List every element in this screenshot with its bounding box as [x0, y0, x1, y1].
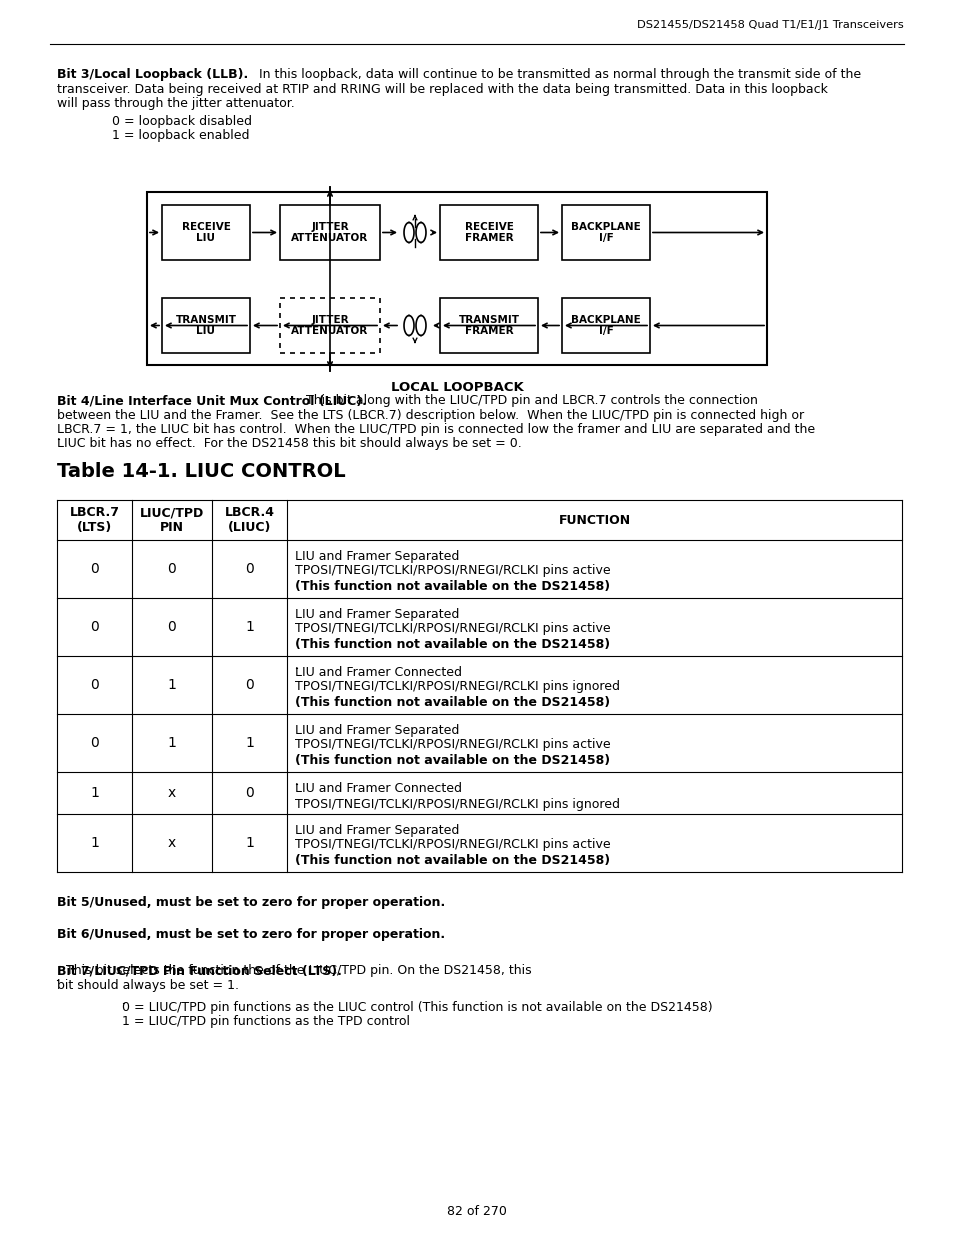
- Text: transceiver. Data being received at RTIP and RRING will be replaced with the dat: transceiver. Data being received at RTIP…: [57, 83, 827, 95]
- Text: (This function not available on the DS21458): (This function not available on the DS21…: [294, 580, 610, 593]
- Text: 82 of 270: 82 of 270: [447, 1205, 506, 1218]
- Text: (This function not available on the DS21458): (This function not available on the DS21…: [294, 755, 610, 767]
- Text: 1 = loopback enabled: 1 = loopback enabled: [112, 128, 250, 142]
- Bar: [280, 205, 379, 261]
- Text: 0: 0: [245, 785, 253, 800]
- Text: 0: 0: [245, 562, 253, 576]
- Text: Bit 5/Unused, must be set to zero for proper operation.: Bit 5/Unused, must be set to zero for pr…: [57, 897, 445, 909]
- Text: This bit along with the LIUC/TPD pin and LBCR.7 controls the connection: This bit along with the LIUC/TPD pin and…: [302, 394, 757, 408]
- Text: LIU and Framer Separated: LIU and Framer Separated: [294, 824, 459, 837]
- Text: 1: 1: [168, 678, 176, 692]
- Text: 1: 1: [90, 836, 99, 850]
- Text: 1: 1: [245, 836, 253, 850]
- Text: DS21455/DS21458 Quad T1/E1/J1 Transceivers: DS21455/DS21458 Quad T1/E1/J1 Transceive…: [637, 20, 903, 30]
- Text: 0: 0: [168, 620, 176, 634]
- Text: TPOSI/TNEGI/TCLKI/RPOSI/RNEGI/RCLKI pins active: TPOSI/TNEGI/TCLKI/RPOSI/RNEGI/RCLKI pins…: [294, 564, 610, 577]
- Text: TPOSI/TNEGI/TCLKI/RPOSI/RNEGI/RCLKI pins active: TPOSI/TNEGI/TCLKI/RPOSI/RNEGI/RCLKI pins…: [294, 839, 610, 851]
- Bar: [439, 205, 537, 261]
- Text: TRANSMIT
FRAMER: TRANSMIT FRAMER: [458, 315, 519, 336]
- Text: 1: 1: [245, 736, 253, 750]
- Text: x: x: [168, 836, 176, 850]
- Text: LIU and Framer Connected: LIU and Framer Connected: [294, 782, 461, 795]
- Text: BACKPLANE
I/F: BACKPLANE I/F: [571, 315, 640, 336]
- Text: LBCR.4
(LIUC): LBCR.4 (LIUC): [224, 506, 274, 534]
- Text: Bit 6/Unused, must be set to zero for proper operation.: Bit 6/Unused, must be set to zero for pr…: [57, 927, 445, 941]
- Text: x: x: [168, 785, 176, 800]
- Text: 0: 0: [90, 678, 99, 692]
- Text: (This function not available on the DS21458): (This function not available on the DS21…: [294, 697, 610, 709]
- Text: LIU and Framer Separated: LIU and Framer Separated: [294, 550, 459, 563]
- Bar: [162, 205, 250, 261]
- Text: TPOSI/TNEGI/TCLKI/RPOSI/RNEGI/RCLKI pins ignored: TPOSI/TNEGI/TCLKI/RPOSI/RNEGI/RCLKI pins…: [294, 798, 619, 811]
- Bar: [439, 298, 537, 353]
- Text: Bit 3/Local Loopback (LLB).: Bit 3/Local Loopback (LLB).: [57, 68, 248, 82]
- Text: LOCAL LOOPBACK: LOCAL LOOPBACK: [390, 382, 523, 394]
- Text: 0: 0: [90, 620, 99, 634]
- Text: 0 = LIUC/TPD pin functions as the LIUC control (This function is not available o: 0 = LIUC/TPD pin functions as the LIUC c…: [122, 1002, 712, 1014]
- Text: JITTER
ATTENUATOR: JITTER ATTENUATOR: [291, 315, 368, 336]
- Text: BACKPLANE
I/F: BACKPLANE I/F: [571, 222, 640, 243]
- Text: 0: 0: [245, 678, 253, 692]
- Text: FUNCTION: FUNCTION: [558, 514, 630, 526]
- Bar: [162, 298, 250, 353]
- Text: TPOSI/TNEGI/TCLKI/RPOSI/RNEGI/RCLKI pins ignored: TPOSI/TNEGI/TCLKI/RPOSI/RNEGI/RCLKI pins…: [294, 680, 619, 693]
- Text: 0: 0: [168, 562, 176, 576]
- Text: LIUC bit has no effect.  For the DS21458 this bit should always be set = 0.: LIUC bit has no effect. For the DS21458 …: [57, 437, 521, 451]
- Text: (This function not available on the DS21458): (This function not available on the DS21…: [294, 638, 610, 651]
- Text: TPOSI/TNEGI/TCLKI/RPOSI/RNEGI/RCLKI pins active: TPOSI/TNEGI/TCLKI/RPOSI/RNEGI/RCLKI pins…: [294, 622, 610, 635]
- Text: LIU and Framer Separated: LIU and Framer Separated: [294, 608, 459, 621]
- Text: In this loopback, data will continue to be transmitted as normal through the tra: In this loopback, data will continue to …: [254, 68, 861, 82]
- Text: 1 = LIUC/TPD pin functions as the TPD control: 1 = LIUC/TPD pin functions as the TPD co…: [122, 1015, 410, 1029]
- Text: TPOSI/TNEGI/TCLKI/RPOSI/RNEGI/RCLKI pins active: TPOSI/TNEGI/TCLKI/RPOSI/RNEGI/RCLKI pins…: [294, 739, 610, 751]
- Text: will pass through the jitter attenuator.: will pass through the jitter attenuator.: [57, 98, 294, 110]
- Text: JITTER
ATTENUATOR: JITTER ATTENUATOR: [291, 222, 368, 243]
- Text: LIUC/TPD
PIN: LIUC/TPD PIN: [140, 506, 204, 534]
- Text: bit should always be set = 1.: bit should always be set = 1.: [57, 978, 239, 992]
- Text: RECEIVE
LIU: RECEIVE LIU: [181, 222, 231, 243]
- Text: LBCR.7
(LTS): LBCR.7 (LTS): [70, 506, 119, 534]
- Text: Table 14-1. LIUC CONTROL: Table 14-1. LIUC CONTROL: [57, 462, 345, 480]
- Text: TRANSMIT
LIU: TRANSMIT LIU: [175, 315, 236, 336]
- Text: LIU and Framer Separated: LIU and Framer Separated: [294, 724, 459, 737]
- Text: 0: 0: [90, 562, 99, 576]
- Bar: [280, 298, 379, 353]
- Text: 0 = loopback disabled: 0 = loopback disabled: [112, 115, 252, 127]
- Bar: [561, 205, 649, 261]
- Text: 0: 0: [90, 736, 99, 750]
- Text: 1: 1: [168, 736, 176, 750]
- Text: 1: 1: [90, 785, 99, 800]
- Text: between the LIU and the Framer.  See the LTS (LBCR.7) description below.  When t: between the LIU and the Framer. See the …: [57, 409, 803, 421]
- Bar: [561, 298, 649, 353]
- Text: (This function not available on the DS21458): (This function not available on the DS21…: [294, 853, 610, 867]
- Text: Bit 4/Line Interface Unit Mux Control (LIUC).: Bit 4/Line Interface Unit Mux Control (L…: [57, 394, 367, 408]
- Bar: [147, 191, 766, 366]
- Text: RECEIVE
FRAMER: RECEIVE FRAMER: [464, 222, 513, 243]
- Text: Bit 3/Local Loopback (LLB).: Bit 3/Local Loopback (LLB).: [57, 68, 248, 82]
- Text: Bit 7/LIUC/TPD Pin Function Select (LTS).: Bit 7/LIUC/TPD Pin Function Select (LTS)…: [57, 965, 341, 977]
- Text: 1: 1: [245, 620, 253, 634]
- Text: LIU and Framer Connected: LIU and Framer Connected: [294, 666, 461, 679]
- Text: LBCR.7 = 1, the LIUC bit has control.  When the LIUC/TPD pin is connected low th: LBCR.7 = 1, the LIUC bit has control. Wh…: [57, 424, 814, 436]
- Text: This bit selects the function the of the LIUC/TPD pin. On the DS21458, this: This bit selects the function the of the…: [58, 965, 531, 977]
